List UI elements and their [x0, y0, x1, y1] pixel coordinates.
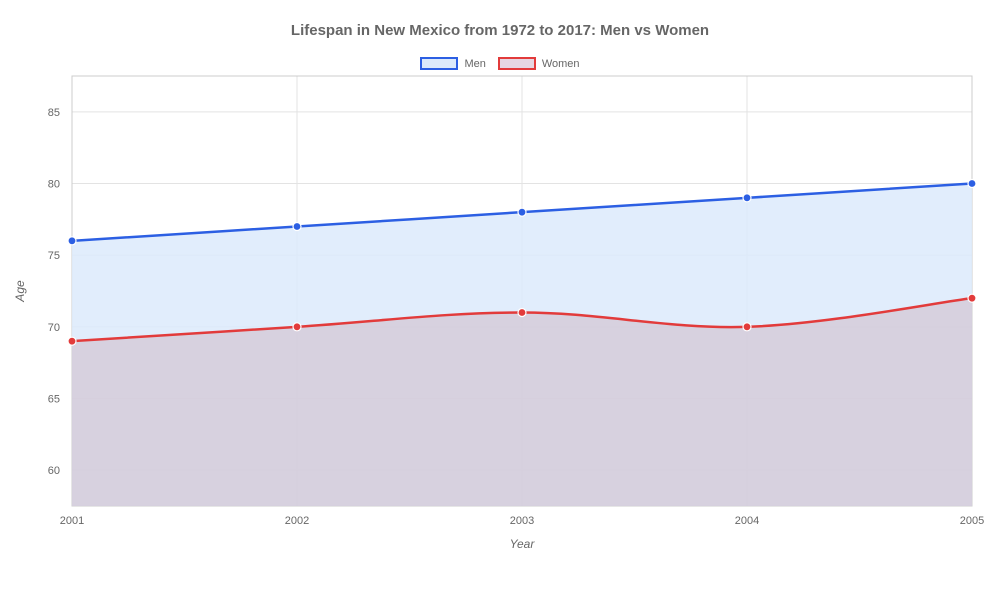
svg-text:2002: 2002 — [285, 515, 309, 527]
svg-text:2003: 2003 — [510, 515, 534, 527]
legend-swatch-men — [420, 57, 458, 70]
chart-plot: 60 65 70 75 80 85 2001 2002 2003 2004 2005 Age Year — [0, 70, 1000, 580]
chart-container: Lifespan in New Mexico from 1972 to 2017… — [0, 0, 1000, 600]
legend: Men Women — [0, 57, 1000, 70]
legend-label-men: Men — [464, 58, 485, 70]
svg-text:75: 75 — [48, 250, 60, 262]
svg-text:Age: Age — [13, 280, 27, 303]
legend-label-women: Women — [542, 58, 580, 70]
legend-item-women: Women — [498, 57, 580, 70]
legend-swatch-women — [498, 57, 536, 70]
svg-text:Year: Year — [510, 537, 536, 551]
svg-text:70: 70 — [48, 322, 60, 334]
chart-title: Lifespan in New Mexico from 1972 to 2017… — [0, 0, 1000, 39]
svg-text:2001: 2001 — [60, 515, 84, 527]
svg-text:80: 80 — [48, 179, 60, 191]
svg-text:65: 65 — [48, 394, 60, 406]
legend-item-men: Men — [420, 57, 485, 70]
svg-text:2005: 2005 — [960, 515, 984, 527]
svg-text:2004: 2004 — [735, 515, 759, 527]
svg-text:85: 85 — [48, 107, 60, 119]
svg-text:60: 60 — [48, 465, 60, 477]
